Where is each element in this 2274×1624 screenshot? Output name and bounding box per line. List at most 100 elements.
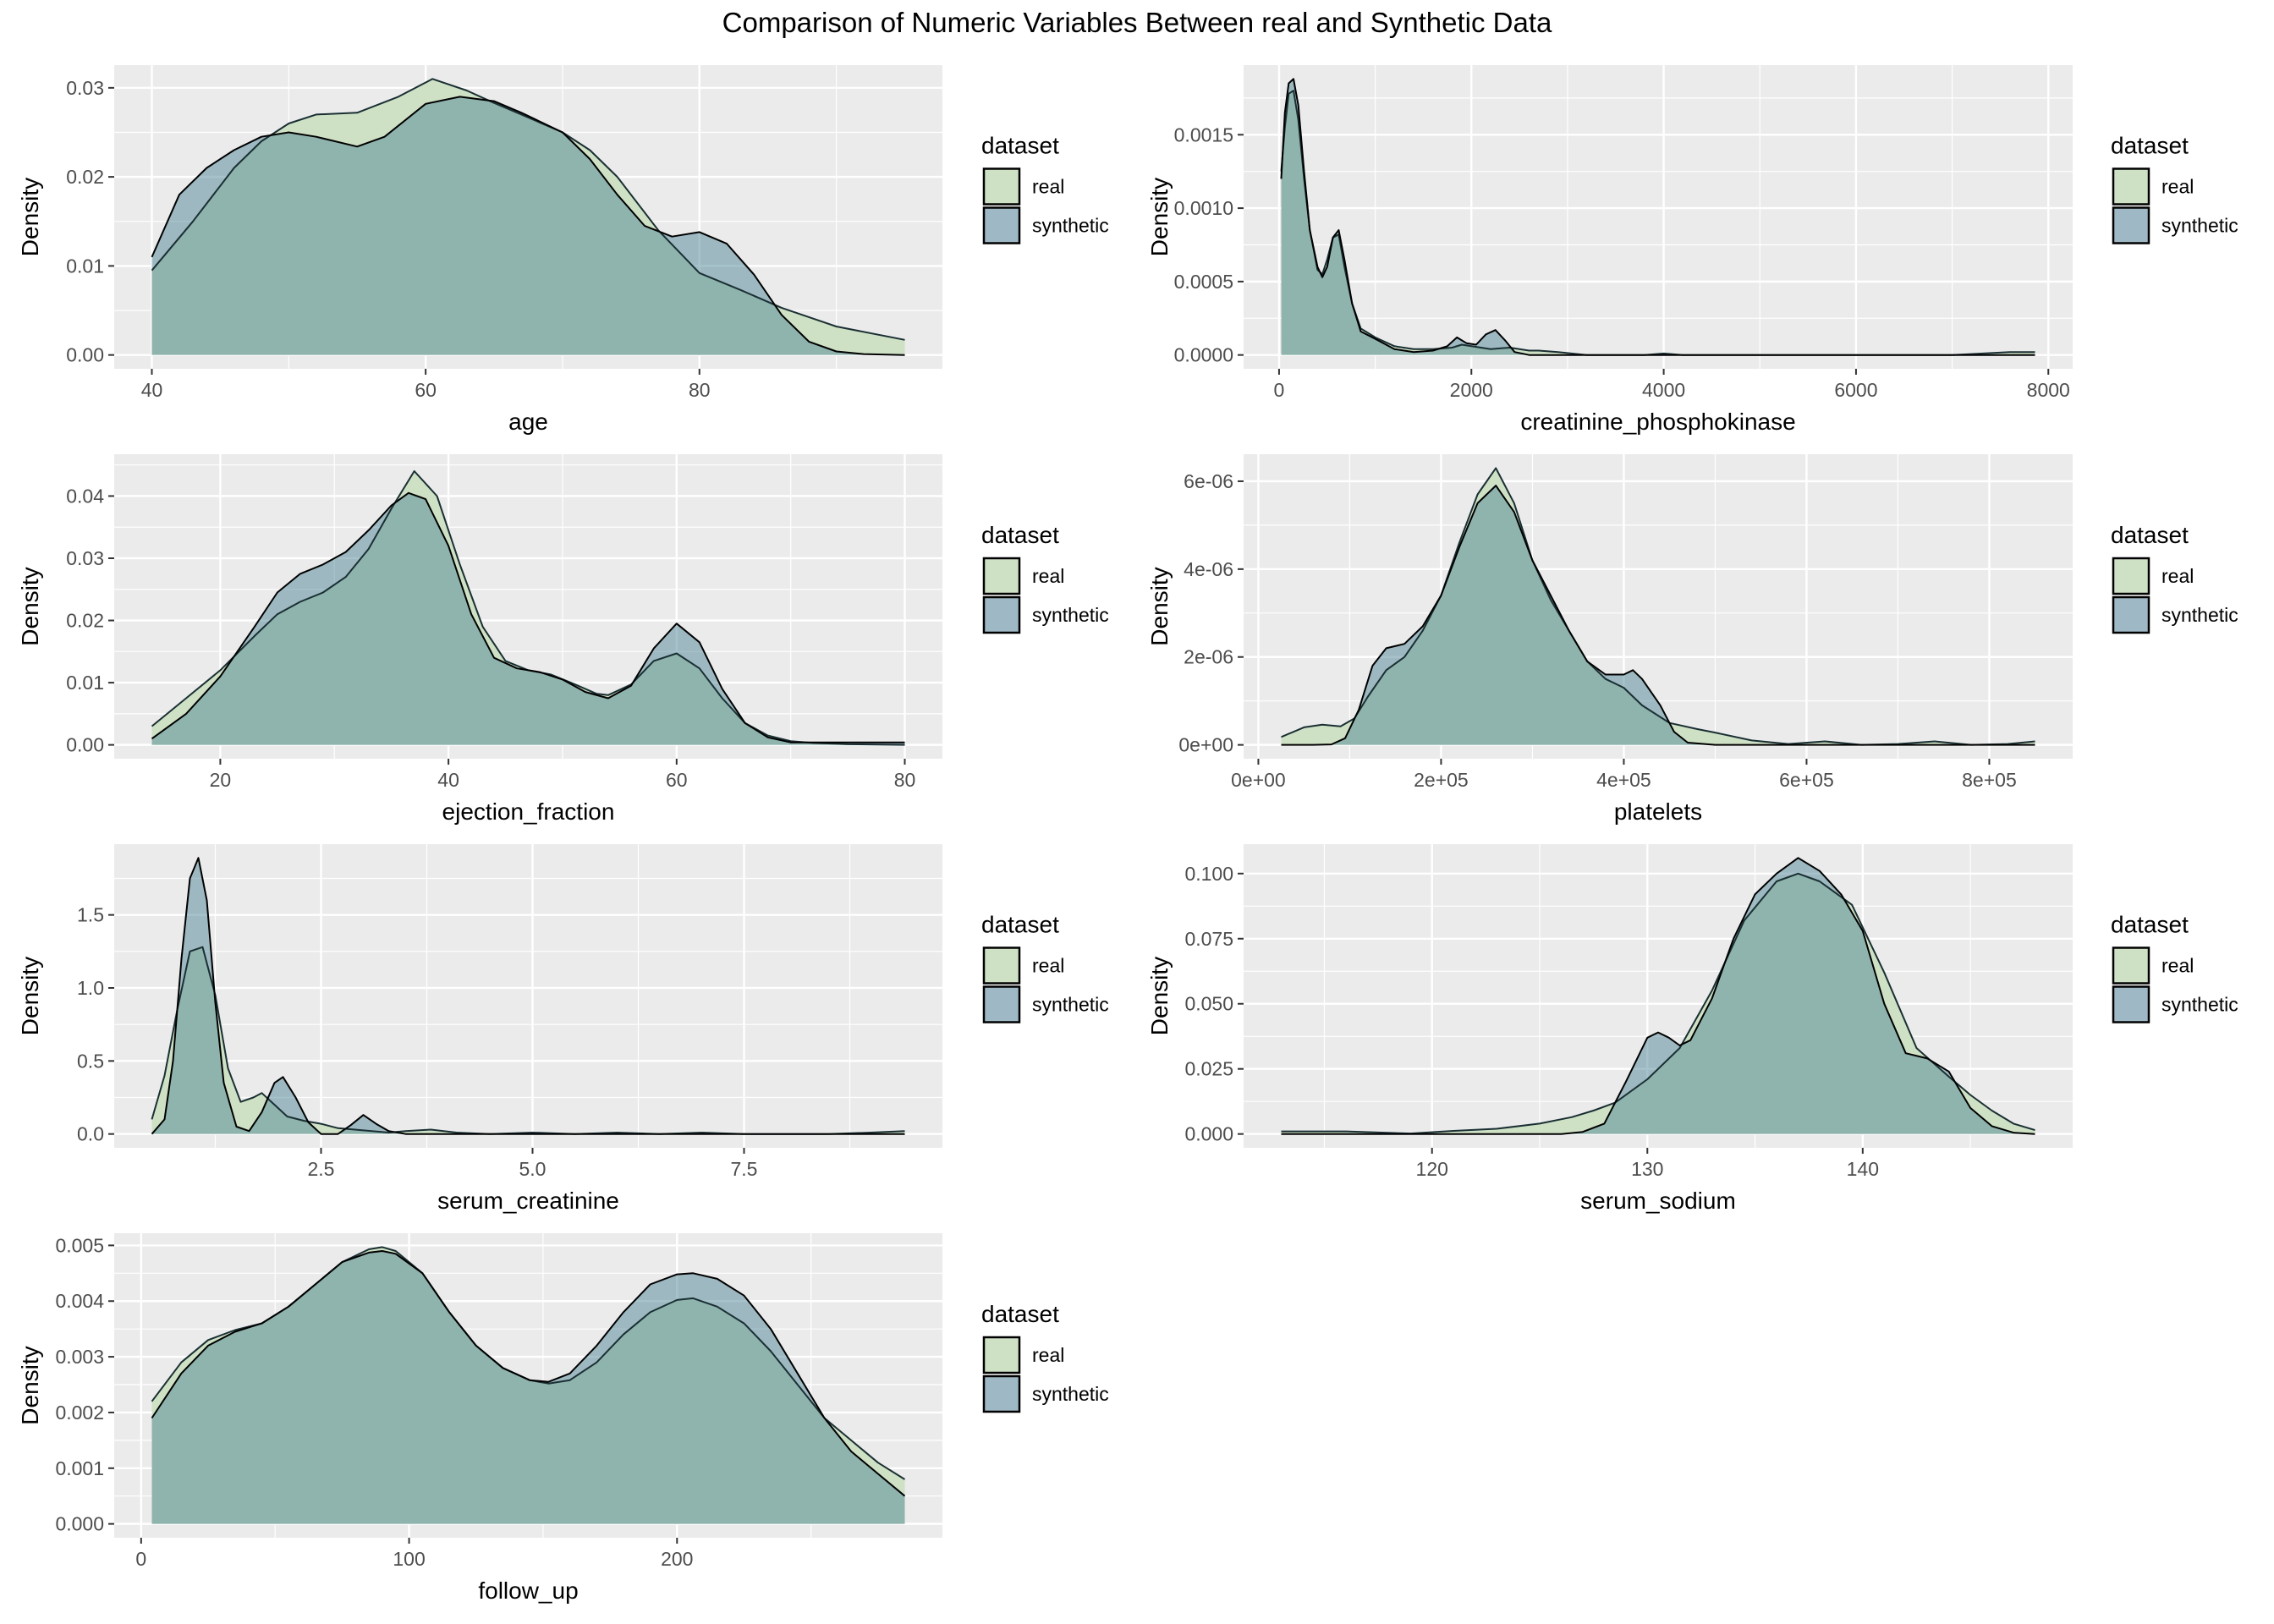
x-tick-label: 40	[437, 769, 459, 791]
density-line-synthetic	[1281, 485, 2035, 746]
x-axis-title: serum_sodium	[1580, 1188, 1736, 1214]
x-tick-label: 7.5	[731, 1158, 758, 1180]
density-line-synthetic	[151, 96, 905, 356]
y-tick-label: 0.01	[66, 255, 104, 277]
legend-title: dataset	[981, 133, 1059, 159]
legend-swatch-real	[982, 946, 1021, 985]
y-tick-label: 0.02	[66, 610, 104, 632]
y-tick-label: 0.01	[66, 672, 104, 694]
x-tick-label: 80	[894, 769, 916, 791]
legend-label-synthetic: synthetic	[1032, 604, 1109, 626]
y-axis-title: Density	[17, 1346, 43, 1424]
x-tick-label: 140	[1847, 1158, 1879, 1180]
x-tick-label: 6e+05	[1779, 769, 1834, 791]
y-tick-label: 0.00	[66, 344, 104, 366]
legend-swatch-real	[2112, 946, 2150, 985]
y-tick-label: 0.000	[1184, 1123, 1233, 1145]
x-tick-label: 6000	[1834, 379, 1877, 401]
panel-serum_sodium: 120 130 140 0.000 0.025 0.050 0.075 0.100 serum_…	[1146, 844, 2238, 1214]
y-axis-title: Density	[1146, 567, 1173, 645]
y-tick-label: 1.5	[77, 904, 104, 926]
y-tick-label: 0.03	[66, 77, 104, 99]
density-line-real	[151, 946, 905, 1135]
legend: dataset real synthetic	[2111, 912, 2238, 1023]
legend-swatch-synthetic	[2112, 595, 2150, 634]
y-tick-label: 0.0000	[1174, 344, 1233, 366]
x-tick-label: 130	[1631, 1158, 1663, 1180]
legend: dataset real synthetic	[2111, 522, 2238, 634]
legend-title: dataset	[981, 912, 1059, 938]
y-tick-label: 0.075	[1184, 928, 1233, 950]
y-axis-title: Density	[17, 957, 43, 1035]
legend-label-synthetic: synthetic	[1032, 1383, 1109, 1405]
y-tick-label: 0e+00	[1178, 734, 1233, 756]
legend-label-synthetic: synthetic	[2161, 604, 2238, 626]
legend-swatch-synthetic	[982, 985, 1021, 1023]
density-area-synthetic-overlay	[151, 1251, 905, 1524]
y-axis-title: Density	[1146, 957, 1173, 1035]
y-tick-label: 0.0	[77, 1123, 104, 1145]
legend-swatch-synthetic	[982, 1374, 1021, 1413]
legend-title: dataset	[2111, 912, 2189, 938]
panel-serum_creatinine: 2.5 5.0 7.5 0.0 0.5 1.0 1.5 serum_creatinine Den…	[17, 844, 1109, 1214]
y-axis-title: Density	[17, 567, 43, 645]
x-tick-label: 60	[666, 769, 688, 791]
x-tick-label: 200	[661, 1548, 693, 1570]
legend-label-synthetic: synthetic	[2161, 994, 2238, 1016]
legend-label-real: real	[2161, 565, 2194, 587]
legend-label-real: real	[1032, 955, 1064, 977]
legend-label-synthetic: synthetic	[1032, 994, 1109, 1016]
y-tick-label: 2e-06	[1184, 646, 1233, 668]
panel-follow_up: 0 100 200 0.000 0.001 0.002 0.003 0.004 0.005 fol…	[17, 1233, 1109, 1604]
x-axis-title: serum_creatinine	[437, 1188, 619, 1214]
x-axis-title: follow_up	[478, 1577, 578, 1604]
legend: dataset real synthetic	[981, 912, 1109, 1023]
y-tick-label: 0.025	[1184, 1058, 1233, 1080]
density-area-synthetic-overlay	[1281, 79, 2035, 355]
x-axis-title: platelets	[1614, 798, 1702, 825]
density-line-synthetic	[151, 857, 905, 1135]
y-tick-label: 0.5	[77, 1050, 104, 1072]
legend-title: dataset	[2111, 133, 2189, 159]
y-tick-label: 0.005	[55, 1234, 104, 1256]
y-tick-label: 0.0010	[1174, 197, 1233, 219]
x-axis-title: creatinine_phosphokinase	[1520, 409, 1795, 435]
x-tick-label: 2000	[1450, 379, 1493, 401]
density-area-synthetic-overlay	[151, 858, 905, 1134]
y-tick-label: 0.03	[66, 547, 104, 569]
legend: dataset real synthetic	[981, 1301, 1109, 1413]
x-tick-label: 20	[210, 769, 232, 791]
y-tick-label: 0.001	[55, 1457, 104, 1479]
density-area-synthetic-overlay	[151, 96, 905, 355]
legend-label-real: real	[1032, 176, 1064, 198]
y-tick-label: 0.02	[66, 166, 104, 188]
y-tick-label: 4e-06	[1184, 558, 1233, 580]
y-tick-label: 1.0	[77, 977, 104, 999]
y-tick-label: 0.0015	[1174, 123, 1233, 145]
y-tick-label: 6e-06	[1184, 470, 1233, 492]
density-area-synthetic-overlay	[1281, 858, 2035, 1134]
legend: dataset real synthetic	[981, 133, 1109, 244]
chart-title: Comparison of Numeric Variables Between …	[722, 7, 1552, 38]
legend-swatch-real	[2112, 557, 2150, 595]
legend-swatch-real	[982, 1336, 1021, 1374]
y-axis-title: Density	[1146, 178, 1173, 256]
x-tick-label: 100	[393, 1548, 425, 1570]
legend-swatch-real	[2112, 167, 2150, 206]
x-tick-label: 4e+05	[1596, 769, 1651, 791]
legend-label-real: real	[2161, 955, 2194, 977]
density-line-synthetic	[151, 1250, 906, 1497]
y-tick-label: 0.04	[66, 485, 104, 507]
y-tick-label: 0.000	[55, 1513, 104, 1535]
x-tick-label: 5.0	[519, 1158, 547, 1180]
legend-title: dataset	[2111, 522, 2189, 548]
y-axis-title: Density	[17, 178, 43, 256]
legend-swatch-synthetic	[982, 595, 1021, 634]
legend-swatch-synthetic	[982, 206, 1021, 244]
legend: dataset real synthetic	[981, 522, 1109, 634]
density-line-synthetic	[1280, 78, 2035, 356]
legend-swatch-real	[982, 167, 1021, 206]
x-tick-label: 0e+00	[1231, 769, 1286, 791]
legend-label-synthetic: synthetic	[2161, 215, 2238, 237]
